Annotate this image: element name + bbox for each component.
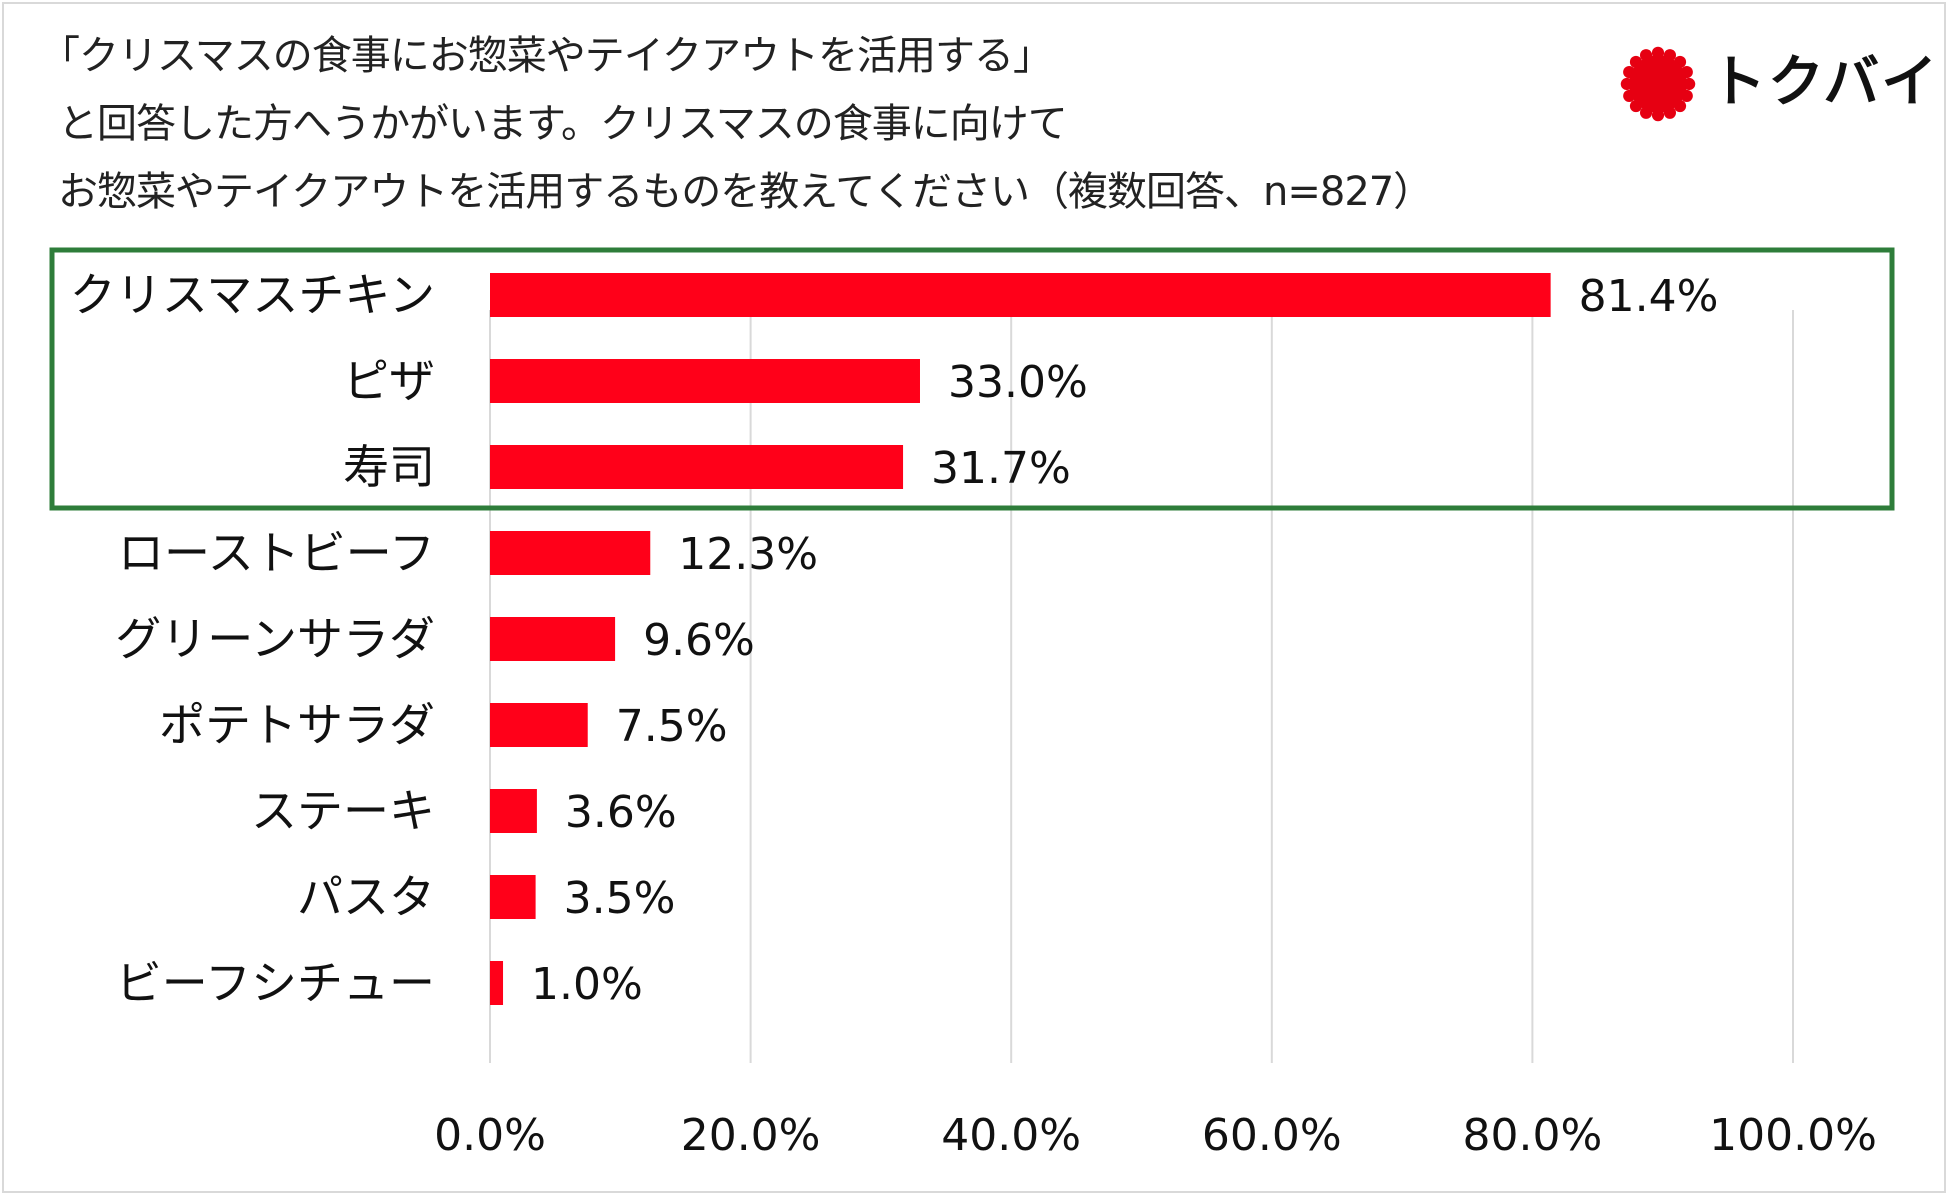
- category-labels: クリスマスチキンピザ寿司ローストビーフグリーンサラダポテトサラダステーキパスタビ…: [70, 268, 435, 1010]
- category-label: ピザ: [343, 354, 435, 408]
- bar: [490, 875, 536, 919]
- value-label: 7.5%: [616, 701, 728, 752]
- bars: [490, 273, 1551, 1005]
- bar: [490, 961, 504, 1005]
- bar: [490, 359, 920, 403]
- category-label: ポテトサラダ: [159, 698, 435, 752]
- bar: [490, 617, 616, 661]
- bar: [490, 789, 537, 833]
- grid-lines: [489, 310, 1794, 1063]
- x-tick-label: 20.0%: [681, 1110, 821, 1161]
- bar: [490, 703, 588, 747]
- value-labels: 81.4% 33.0% 31.7% 12.3% 9.6% 7.5% 3.6% 3.5% 1.0%: [531, 271, 1718, 1010]
- value-label: 3.6%: [565, 787, 677, 838]
- x-tick-label: 40.0%: [941, 1110, 1081, 1161]
- x-tick-label: 80.0%: [1463, 1110, 1603, 1161]
- category-label: パスタ: [297, 870, 435, 924]
- value-label: 1.0%: [531, 959, 643, 1010]
- title-line-3: お惣菜やテイクアウトを活用するものを教えてください（複数回答、n=827）: [58, 169, 1433, 215]
- value-label: 33.0%: [948, 357, 1088, 408]
- category-label: ビーフシチュー: [116, 956, 435, 1010]
- value-label: 9.6%: [643, 615, 755, 666]
- chart-title: 「クリスマスの食事にお惣菜やテイクアウトを活用する」 と回答した方へうかがいます…: [40, 22, 1433, 226]
- title-line-2: と回答した方へうかがいます。クリスマスの食事に向けて: [58, 101, 1068, 147]
- value-label: 31.7%: [931, 443, 1071, 494]
- category-label: ローストビーフ: [118, 526, 435, 580]
- bar: [490, 531, 651, 575]
- value-label: 12.3%: [678, 529, 818, 580]
- category-label: グリーンサラダ: [115, 612, 435, 666]
- x-tick-label: 0.0%: [434, 1110, 546, 1161]
- brand-name: トクバイ: [1710, 50, 1940, 115]
- x-tick-label: 100.0%: [1709, 1110, 1877, 1161]
- category-label: クリスマスチキン: [70, 268, 435, 322]
- tokubai-logo: トクバイ: [1620, 38, 1937, 128]
- sun-core: [1629, 55, 1687, 113]
- bar: [490, 273, 1551, 317]
- x-tick-label: 60.0%: [1202, 1110, 1342, 1161]
- highlight-box: [49, 247, 1895, 511]
- title-line-1: 「クリスマスの食事にお惣菜やテイクアウトを活用する」: [40, 33, 1053, 79]
- sun-logo-icon: [1620, 46, 1696, 122]
- value-label: 81.4%: [1579, 271, 1719, 322]
- bar: [490, 445, 904, 489]
- value-label: 3.5%: [564, 873, 676, 924]
- x-axis-tick-labels: 0.0% 20.0% 40.0% 60.0% 80.0% 100.0%: [434, 1110, 1877, 1161]
- category-label: ステーキ: [251, 784, 435, 838]
- category-label: 寿司: [343, 440, 435, 494]
